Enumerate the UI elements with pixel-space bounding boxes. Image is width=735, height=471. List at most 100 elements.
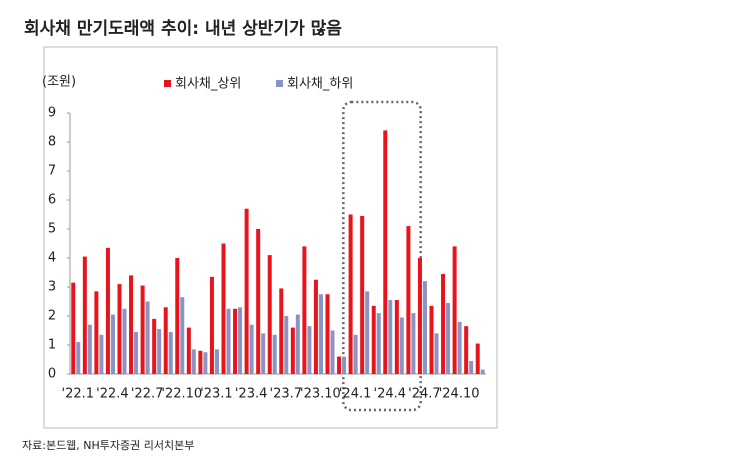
y-tick-label: 3 (48, 280, 56, 295)
bar (129, 275, 134, 374)
bar (388, 300, 393, 374)
bar (422, 281, 427, 374)
legend-label: 회사채_하위 (287, 77, 353, 92)
bar (284, 316, 289, 374)
bar (480, 369, 485, 374)
y-tick-label: 1 (48, 338, 56, 353)
bar (233, 308, 238, 374)
bar (122, 308, 127, 374)
bar (71, 282, 76, 374)
highlight-box (342, 100, 422, 412)
bar (134, 331, 139, 374)
bar (452, 246, 457, 374)
bar (272, 334, 277, 374)
bar (209, 276, 214, 374)
bar (394, 300, 399, 374)
bar (360, 215, 365, 374)
bar (256, 229, 261, 374)
legend-swatch (276, 80, 283, 87)
bar (464, 326, 469, 374)
bar (307, 326, 312, 374)
bar (279, 288, 284, 374)
bar (191, 349, 196, 374)
bar (94, 291, 99, 374)
bar (441, 273, 446, 374)
bar (249, 324, 254, 374)
bar (99, 334, 104, 374)
bar (140, 285, 145, 374)
bar (221, 243, 226, 374)
bar (110, 314, 115, 374)
x-tick-label: '24.1 (339, 387, 372, 402)
legend-label: 회사채_상위 (175, 77, 241, 92)
bar (157, 329, 162, 374)
bar (267, 255, 272, 374)
x-tick-label: '22.7 (131, 387, 164, 402)
bar (152, 318, 157, 374)
x-tick-label: '24.4 (374, 387, 407, 402)
bar (261, 333, 266, 374)
y-tick-label: 6 (48, 193, 56, 208)
bar (365, 291, 370, 374)
bar (82, 256, 87, 374)
bar (417, 258, 422, 374)
x-tick-label: '24.10 (439, 387, 480, 402)
x-tick-label: '23.10 (300, 387, 341, 402)
y-tick-label: 5 (48, 222, 56, 237)
y-tick-label: 7 (48, 164, 56, 179)
bar (302, 246, 307, 374)
y-tick-label: 0 (48, 367, 56, 382)
bar (295, 314, 300, 374)
bar (168, 331, 173, 374)
x-tick-label: '23.7 (270, 387, 303, 402)
bar (238, 307, 243, 374)
bar (325, 294, 330, 374)
x-tick-label: '23.1 (200, 387, 233, 402)
legend-swatch (164, 80, 171, 87)
bar (475, 343, 480, 374)
bar (226, 308, 231, 374)
y-unit: (조원) (42, 75, 76, 90)
bar (186, 327, 191, 374)
bar (399, 317, 404, 374)
bar (457, 321, 462, 374)
y-tick-label: 8 (48, 135, 56, 150)
y-tick-label: 4 (48, 251, 56, 266)
bar (348, 214, 353, 374)
bar (330, 330, 335, 374)
bar (244, 208, 249, 374)
bar (290, 327, 295, 374)
bar (175, 258, 180, 374)
chart-title: 회사채 만기도래액 추이: 내년 상반기가 많음 (24, 19, 342, 39)
chart-frame (43, 46, 498, 429)
source: 자료:본드웹, NH투자증권 리서치본부 (22, 439, 194, 452)
x-tick-label: '22.1 (62, 387, 95, 402)
bar (117, 284, 122, 374)
bar (163, 307, 168, 374)
bar (353, 334, 358, 374)
bar (76, 342, 81, 374)
y-tick-label: 2 (48, 309, 56, 324)
bar (203, 352, 208, 374)
bar (198, 350, 203, 374)
bar (376, 313, 381, 374)
bar (318, 294, 323, 374)
bar (87, 324, 92, 374)
x-tick-label: '24.7 (408, 387, 441, 402)
bar (383, 130, 388, 374)
bar (429, 305, 434, 374)
bar (105, 247, 110, 374)
bar (406, 226, 411, 374)
bar (446, 302, 451, 374)
x-tick-label: '23.4 (235, 387, 268, 402)
x-tick-label: '22.4 (96, 387, 129, 402)
bar (337, 356, 342, 374)
bar (434, 333, 439, 374)
bar (469, 360, 474, 374)
bar (214, 349, 219, 374)
y-tick-label: 9 (48, 106, 56, 121)
bar (180, 297, 185, 374)
bar (411, 313, 416, 374)
bar (313, 279, 318, 374)
